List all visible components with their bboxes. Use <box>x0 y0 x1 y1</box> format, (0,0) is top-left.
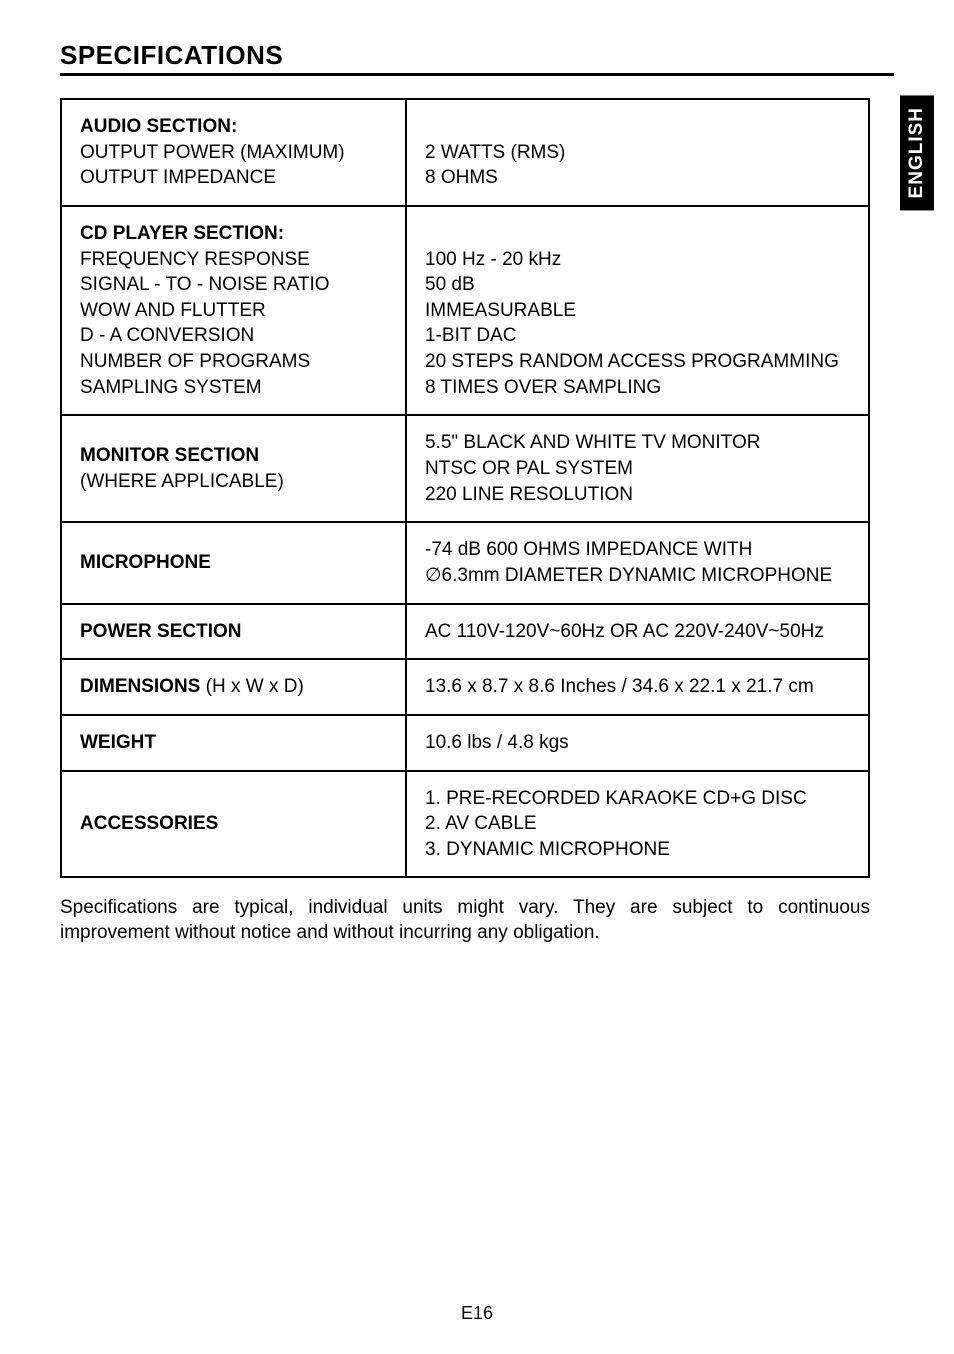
spec-label: SIGNAL - TO - NOISE RATIO <box>80 272 387 298</box>
spec-value-cell: 1. PRE-RECORDED KARAOKE CD+G DISC 2. AV … <box>406 771 869 878</box>
spec-value: -74 dB 600 OHMS IMPEDANCE WITH <box>425 537 850 563</box>
spec-value-cell: 5.5" BLACK AND WHITE TV MONITOR NTSC OR … <box>406 415 869 522</box>
table-row: DIMENSIONS (H x W x D) 13.6 x 8.7 x 8.6 … <box>61 659 869 715</box>
spec-value: 5.5" BLACK AND WHITE TV MONITOR <box>425 430 850 456</box>
spec-value-cell: 2 WATTS (RMS) 8 OHMS <box>406 99 869 206</box>
power-title: POWER SECTION <box>80 621 242 642</box>
spec-label-cell: POWER SECTION <box>61 604 406 660</box>
weight-title: WEIGHT <box>80 732 156 753</box>
spec-label-cell: ACCESSORIES <box>61 771 406 878</box>
spec-value: 50 dB <box>425 272 850 298</box>
spec-label: WOW AND FLUTTER <box>80 298 387 324</box>
spec-table: AUDIO SECTION: OUTPUT POWER (MAXIMUM) OU… <box>60 98 870 878</box>
spec-value: 3. DYNAMIC MICROPHONE <box>425 837 850 863</box>
spec-value: 20 STEPS RANDOM ACCESS PROGRAMMING <box>425 349 850 375</box>
table-row: MICROPHONE -74 dB 600 OHMS IMPEDANCE WIT… <box>61 522 869 603</box>
table-row: MONITOR SECTION (WHERE APPLICABLE) 5.5" … <box>61 415 869 522</box>
spec-value: 8 OHMS <box>425 165 850 191</box>
spec-value-cell: 10.6 lbs / 4.8 kgs <box>406 715 869 771</box>
spec-label-cell: AUDIO SECTION: OUTPUT POWER (MAXIMUM) OU… <box>61 99 406 206</box>
dimensions-sub: (H x W x D) <box>200 676 303 697</box>
spec-label: (WHERE APPLICABLE) <box>80 469 387 495</box>
spec-label: OUTPUT IMPEDANCE <box>80 165 387 191</box>
language-tab: ENGLISH <box>900 95 934 210</box>
spec-value: IMMEASURABLE <box>425 298 850 324</box>
spec-label: OUTPUT POWER (MAXIMUM) <box>80 140 387 166</box>
spec-label: FREQUENCY RESPONSE <box>80 247 387 273</box>
spec-value: ∅6.3mm DIAMETER DYNAMIC MICROPHONE <box>425 563 850 589</box>
spec-value: 2. AV CABLE <box>425 811 850 837</box>
spec-value: 220 LINE RESOLUTION <box>425 482 850 508</box>
table-row: POWER SECTION AC 110V-120V~60Hz OR AC 22… <box>61 604 869 660</box>
spec-value: 10.6 lbs / 4.8 kgs <box>425 732 569 753</box>
spec-value: 100 Hz - 20 kHz <box>425 247 850 273</box>
microphone-title: MICROPHONE <box>80 552 211 573</box>
audio-section-title: AUDIO SECTION: <box>80 114 387 140</box>
spec-label-cell: MICROPHONE <box>61 522 406 603</box>
table-row: ACCESSORIES 1. PRE-RECORDED KARAOKE CD+G… <box>61 771 869 878</box>
spec-value-cell: -74 dB 600 OHMS IMPEDANCE WITH ∅6.3mm DI… <box>406 522 869 603</box>
spec-label-cell: DIMENSIONS (H x W x D) <box>61 659 406 715</box>
spec-value: AC 110V-120V~60Hz OR AC 220V-240V~50Hz <box>425 621 824 642</box>
table-row: CD PLAYER SECTION: FREQUENCY RESPONSE SI… <box>61 206 869 415</box>
spec-value: 13.6 x 8.7 x 8.6 Inches / 34.6 x 22.1 x … <box>425 676 814 697</box>
spec-label: D - A CONVERSION <box>80 323 387 349</box>
accessories-title: ACCESSORIES <box>80 813 218 834</box>
spec-value: 8 TIMES OVER SAMPLING <box>425 375 850 401</box>
page-number: E16 <box>0 1303 954 1324</box>
spec-value-cell: 100 Hz - 20 kHz 50 dB IMMEASURABLE 1-BIT… <box>406 206 869 415</box>
spec-label-cell: WEIGHT <box>61 715 406 771</box>
spec-value: 1. PRE-RECORDED KARAOKE CD+G DISC <box>425 786 850 812</box>
spec-value-cell: 13.6 x 8.7 x 8.6 Inches / 34.6 x 22.1 x … <box>406 659 869 715</box>
footnote-text: Specifications are typical, individual u… <box>60 896 870 945</box>
spec-label: NUMBER OF PROGRAMS <box>80 349 387 375</box>
monitor-section-title: MONITOR SECTION <box>80 443 387 469</box>
spec-label: SAMPLING SYSTEM <box>80 375 387 401</box>
spec-label-cell: MONITOR SECTION (WHERE APPLICABLE) <box>61 415 406 522</box>
spec-value-cell: AC 110V-120V~60Hz OR AC 220V-240V~50Hz <box>406 604 869 660</box>
page-heading: SPECIFICATIONS <box>60 40 894 76</box>
table-row: AUDIO SECTION: OUTPUT POWER (MAXIMUM) OU… <box>61 99 869 206</box>
spec-label-cell: CD PLAYER SECTION: FREQUENCY RESPONSE SI… <box>61 206 406 415</box>
table-row: WEIGHT 10.6 lbs / 4.8 kgs <box>61 715 869 771</box>
cd-section-title: CD PLAYER SECTION: <box>80 221 387 247</box>
spec-value: NTSC OR PAL SYSTEM <box>425 456 850 482</box>
dimensions-title: DIMENSIONS <box>80 676 200 697</box>
spec-value: 2 WATTS (RMS) <box>425 140 850 166</box>
spec-value: 1-BIT DAC <box>425 323 850 349</box>
